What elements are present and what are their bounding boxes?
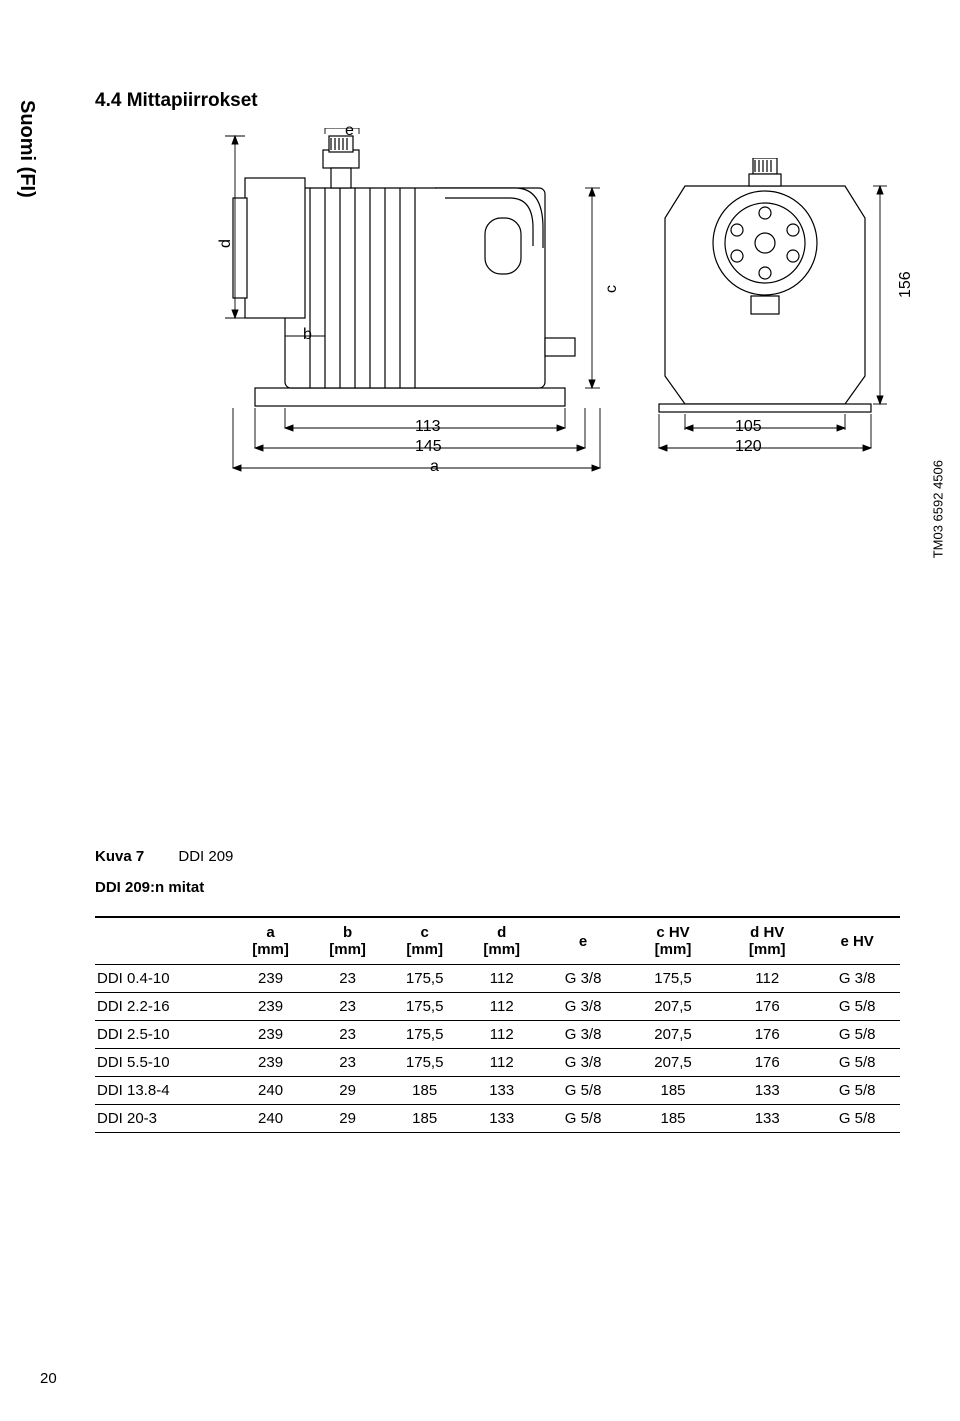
table-cell: 175,5 [626, 965, 720, 993]
dim-label-105: 105 [735, 418, 762, 436]
table-cell: 185 [626, 1105, 720, 1133]
table-cell: 176 [720, 993, 814, 1021]
table-cell: G 5/8 [814, 1021, 900, 1049]
table-cell: 133 [720, 1105, 814, 1133]
side-view-drawing [155, 128, 625, 478]
table-cell: 112 [720, 965, 814, 993]
table-cell: G 3/8 [540, 1021, 626, 1049]
table-cell: DDI 20-3 [95, 1105, 232, 1133]
table-cell: 23 [309, 993, 386, 1021]
table-cell: G 5/8 [814, 1077, 900, 1105]
table-cell: 175,5 [386, 1021, 463, 1049]
column-header: b[mm] [309, 917, 386, 965]
table-cell: 133 [463, 1077, 540, 1105]
table-cell: DDI 5.5-10 [95, 1049, 232, 1077]
dim-label-e: e [345, 122, 354, 140]
table-cell: 207,5 [626, 1049, 720, 1077]
table-cell: G 3/8 [540, 1049, 626, 1077]
column-header: c[mm] [386, 917, 463, 965]
table-cell: 176 [720, 1021, 814, 1049]
table-cell: 23 [309, 1021, 386, 1049]
table-cell: 175,5 [386, 965, 463, 993]
table-cell: 23 [309, 1049, 386, 1077]
table-row: DDI 5.5-1023923175,5112G 3/8207,5176G 5/… [95, 1049, 900, 1077]
table-cell: 112 [463, 1021, 540, 1049]
table-cell: DDI 2.5-10 [95, 1021, 232, 1049]
table-cell: G 5/8 [814, 1049, 900, 1077]
dim-label-c: c [603, 285, 621, 293]
column-header [95, 917, 232, 965]
dimensions-table: a[mm]b[mm]c[mm]d[mm]ec HV[mm]d HV[mm]e H… [95, 916, 900, 1133]
technical-drawing: e d b c 113 145 a 105 120 156 [155, 128, 955, 488]
table-cell: 239 [232, 1049, 309, 1077]
table-cell: 240 [232, 1077, 309, 1105]
column-header: e HV [814, 917, 900, 965]
table-cell: 133 [463, 1105, 540, 1133]
fig-label: Kuva 7 [95, 848, 144, 865]
table-cell: 175,5 [386, 1049, 463, 1077]
column-header: d[mm] [463, 917, 540, 965]
table-cell: 239 [232, 993, 309, 1021]
table-cell: G 5/8 [540, 1105, 626, 1133]
page-number: 20 [40, 1370, 57, 1387]
table-cell: G 5/8 [540, 1077, 626, 1105]
table-cell: DDI 2.2-16 [95, 993, 232, 1021]
table-row: DDI 20-324029185133G 5/8185133G 5/8 [95, 1105, 900, 1133]
sub-heading: DDI 209:n mitat [95, 879, 900, 896]
dim-label-156: 156 [897, 271, 915, 298]
table-row: DDI 13.8-424029185133G 5/8185133G 5/8 [95, 1077, 900, 1105]
column-header: c HV[mm] [626, 917, 720, 965]
table-cell: 29 [309, 1077, 386, 1105]
table-cell: 239 [232, 965, 309, 993]
table-cell: G 5/8 [814, 993, 900, 1021]
table-row: DDI 2.2-1623923175,5112G 3/8207,5176G 5/… [95, 993, 900, 1021]
table-row: DDI 2.5-1023923175,5112G 3/8207,5176G 5/… [95, 1021, 900, 1049]
table-cell: 29 [309, 1105, 386, 1133]
table-row: DDI 0.4-1023923175,5112G 3/8175,5112G 3/… [95, 965, 900, 993]
dim-label-d: d [217, 239, 235, 248]
table-cell: G 5/8 [814, 1105, 900, 1133]
table-cell: 175,5 [386, 993, 463, 1021]
column-header: a[mm] [232, 917, 309, 965]
dim-label-b: b [303, 326, 312, 344]
table-cell: 185 [626, 1077, 720, 1105]
table-cell: 112 [463, 1049, 540, 1077]
table-cell: 112 [463, 993, 540, 1021]
front-view-drawing [655, 158, 915, 478]
table-cell: DDI 0.4-10 [95, 965, 232, 993]
dim-label-120: 120 [735, 438, 762, 456]
figure-caption: Kuva 7 DDI 209 [95, 848, 900, 865]
side-tab: Suomi (FI) [15, 100, 38, 198]
table-cell: 207,5 [626, 1021, 720, 1049]
table-cell: 185 [386, 1105, 463, 1133]
dim-label-a: a [430, 458, 439, 476]
table-cell: 112 [463, 965, 540, 993]
section-title: 4.4 Mittapiirrokset [95, 90, 900, 112]
table-cell: 133 [720, 1077, 814, 1105]
column-header: d HV[mm] [720, 917, 814, 965]
fig-title: DDI 209 [178, 848, 233, 865]
table-cell: 240 [232, 1105, 309, 1133]
table-cell: 185 [386, 1077, 463, 1105]
dim-label-113: 113 [415, 418, 441, 436]
table-cell: 23 [309, 965, 386, 993]
table-cell: 176 [720, 1049, 814, 1077]
table-cell: G 3/8 [540, 965, 626, 993]
table-cell: 239 [232, 1021, 309, 1049]
table-cell: G 3/8 [814, 965, 900, 993]
table-cell: G 3/8 [540, 993, 626, 1021]
dim-label-145: 145 [415, 438, 442, 456]
column-header: e [540, 917, 626, 965]
document-reference: TM03 6592 4506 [930, 460, 945, 558]
table-cell: 207,5 [626, 993, 720, 1021]
table-cell: DDI 13.8-4 [95, 1077, 232, 1105]
